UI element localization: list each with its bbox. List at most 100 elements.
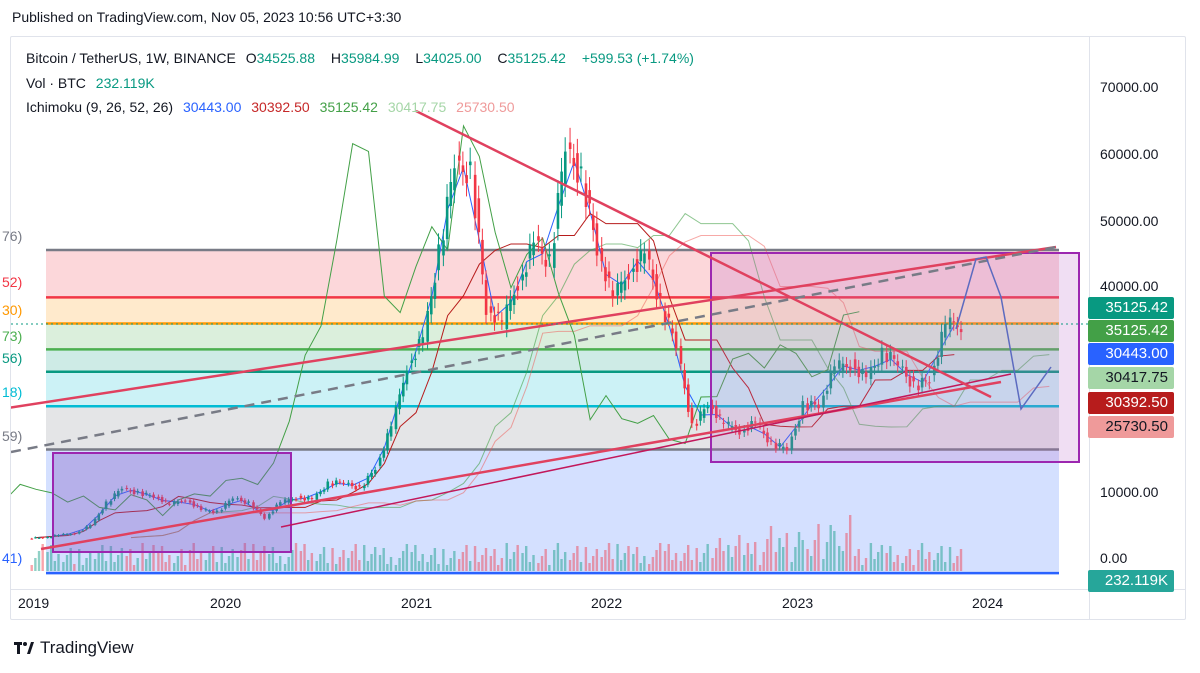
candle-body <box>291 499 294 501</box>
candle-body <box>101 510 104 514</box>
volume-bar <box>263 546 266 571</box>
candle-body <box>366 475 370 485</box>
volume-bar <box>148 552 152 571</box>
volume-bar <box>627 546 630 571</box>
fib-band <box>46 297 1059 324</box>
volume-bar <box>231 549 234 571</box>
candle-body <box>658 292 662 297</box>
candle-body <box>869 367 873 379</box>
candle-body <box>762 430 766 434</box>
candle-body <box>461 165 465 172</box>
candle-body <box>271 511 275 514</box>
candle-body <box>53 535 57 537</box>
volume-bar <box>781 547 785 571</box>
fib-level-label: 41) <box>2 550 23 566</box>
volume-bar <box>453 551 456 571</box>
ichimoku-label[interactable]: Ichimoku (9, 26, 52, 26) <box>26 99 174 115</box>
candle-body <box>655 274 658 300</box>
candle-body <box>410 360 414 363</box>
candle-body <box>373 469 377 474</box>
volume-bar <box>97 552 100 571</box>
candle-body <box>516 286 520 291</box>
close-value: 35125.42 <box>507 50 566 66</box>
volume-bar <box>445 565 449 571</box>
symbol-name[interactable]: Bitcoin / TetherUS, 1W, BINANCE <box>26 50 236 66</box>
volume-bar <box>509 559 512 571</box>
volume-bar <box>53 561 57 571</box>
candle-body <box>853 359 857 370</box>
low-value: 34025.00 <box>423 50 482 66</box>
price-tick: 50000.00 <box>1100 213 1159 229</box>
candle-body <box>78 531 81 534</box>
volume-bar <box>116 555 120 571</box>
volume-bar <box>774 552 778 571</box>
candle-body <box>525 272 528 277</box>
candle-body <box>933 365 936 376</box>
price-chart[interactable] <box>11 37 1186 620</box>
candle-body <box>41 537 45 539</box>
candle-body <box>838 360 841 369</box>
candle-body <box>37 537 41 539</box>
projection-path <box>955 256 1052 411</box>
candle-body <box>389 426 393 437</box>
candle-body <box>227 500 231 507</box>
candle-body <box>493 315 496 323</box>
candle-body <box>556 192 560 229</box>
candle-body <box>876 365 880 367</box>
candle-body <box>196 505 199 507</box>
fib-band <box>46 349 1059 372</box>
ichimoku-lead-a: 30417.75 <box>387 99 447 115</box>
volume-label[interactable]: Vol · BTC <box>26 75 86 91</box>
volume-value: 232.119K <box>95 75 155 91</box>
candle-body <box>398 394 401 410</box>
tradingview-logo-icon <box>14 642 34 654</box>
trend-line-lower <box>280 373 1012 528</box>
volume-bar <box>370 554 373 571</box>
candle-body <box>354 485 358 490</box>
candle-body <box>401 382 405 397</box>
volume-bar <box>204 560 208 571</box>
volume-bar <box>430 555 433 571</box>
candle-body <box>88 525 92 528</box>
volume-bar <box>208 553 211 571</box>
candle-body <box>442 240 445 256</box>
candle-body <box>663 311 667 322</box>
volume-bar <box>500 558 504 571</box>
candle-body <box>635 259 639 272</box>
volume-bar <box>505 543 508 571</box>
candle-body <box>806 403 809 411</box>
volume-bar <box>683 553 686 571</box>
volume-bar <box>215 562 219 571</box>
candle-body <box>702 409 706 418</box>
volume-bar <box>81 565 85 571</box>
volume-bar <box>382 548 385 571</box>
candle-body <box>160 497 164 502</box>
candle-body <box>484 280 488 315</box>
volume-bar <box>686 545 690 571</box>
volume-bar <box>801 540 804 571</box>
volume-bar <box>291 550 294 571</box>
volume-bar <box>73 564 76 571</box>
candle-body <box>715 405 718 418</box>
ichimoku-legend: Ichimoku (9, 26, 52, 26) 30443.00 30392.… <box>26 99 521 115</box>
candle-body <box>164 500 168 502</box>
candle-body <box>917 385 920 391</box>
candle-body <box>145 492 148 494</box>
candle-body <box>781 446 785 450</box>
volume-bar <box>421 554 424 571</box>
candle-body <box>959 329 963 333</box>
volume-bar <box>493 549 496 571</box>
candle-body <box>509 299 512 311</box>
volume-bar <box>477 562 480 571</box>
volume-bar <box>722 551 725 571</box>
chart-frame[interactable] <box>10 36 1186 620</box>
candle-body <box>639 250 643 262</box>
candle-body <box>204 509 208 511</box>
candle-body <box>236 498 239 500</box>
candle-body <box>861 369 864 375</box>
volume-bar <box>822 559 825 571</box>
user-drawings <box>11 109 1089 553</box>
volume-bar <box>342 550 345 571</box>
volume-bar <box>790 562 793 571</box>
tradingview-logo[interactable]: TradingView <box>14 638 134 658</box>
